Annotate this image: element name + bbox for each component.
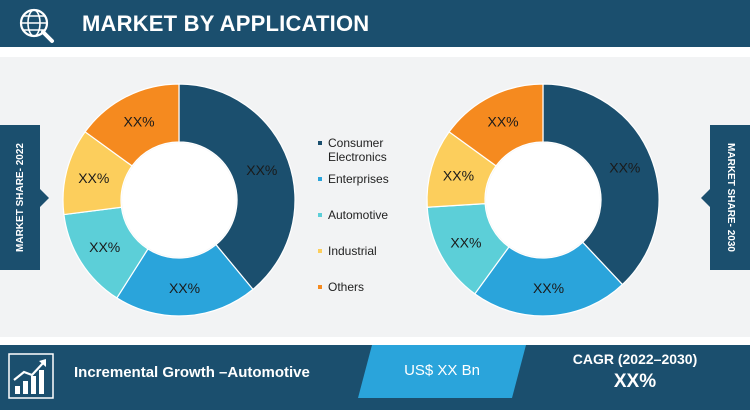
- tab-arrow-left: [40, 189, 49, 207]
- donut-2-label-others: XX%: [487, 114, 518, 130]
- growth-chart-icon: [8, 353, 54, 399]
- legend-swatch: [318, 285, 322, 289]
- donut-1-slice-consumer-electronics: [178, 83, 296, 291]
- value-text: US$ XX Bn: [404, 362, 480, 379]
- market-share-2022-tab: MARKET SHARE- 2022: [0, 125, 40, 270]
- legend-item: Automotive: [318, 208, 388, 222]
- donut-1-label-enterprises: XX%: [169, 280, 200, 296]
- cagr-value: XX%: [613, 371, 657, 392]
- donut-1-slice-enterprises: [116, 243, 254, 317]
- legend-item: Industrial: [318, 244, 377, 258]
- footer: Incremental Growth –Automotive US$ XX Bn…: [0, 345, 750, 410]
- legend-swatch: [318, 177, 322, 181]
- donut-1-label-others: XX%: [123, 114, 154, 130]
- donut-1-center: [122, 143, 236, 257]
- legend-item: Enterprises: [318, 172, 389, 186]
- legend-label: Industrial: [328, 244, 377, 258]
- globe-search-icon: [8, 3, 64, 47]
- legend-label: Consumer Electronics: [328, 136, 387, 164]
- value-box: US$ XX Bn: [358, 345, 526, 398]
- donut-2-slice-consumer-electronics: [542, 83, 660, 286]
- page-title: MARKET BY APPLICATION: [82, 11, 370, 36]
- legend-swatch: [318, 249, 322, 253]
- donut-1-label-automotive: XX%: [89, 239, 120, 255]
- market-share-2030-tab: MARKET SHARE- 2030: [710, 125, 750, 270]
- incremental-growth-text: Incremental Growth –Automotive: [74, 364, 310, 381]
- donut-2-label-industrial: XX%: [443, 167, 474, 183]
- donut-2-slice-enterprises: [473, 241, 624, 317]
- donut-2-label-automotive: XX%: [450, 234, 481, 250]
- donut-2-label-enterprises: XX%: [533, 280, 564, 296]
- donut-2-slice-others: [448, 83, 544, 167]
- donut-1-label-industrial: XX%: [78, 170, 109, 186]
- legend-swatch: [318, 141, 322, 145]
- header: MARKET BY APPLICATION: [0, 0, 750, 50]
- donut-2-label-consumer-electronics: XX%: [609, 160, 640, 176]
- header-bar: MARKET BY APPLICATION: [0, 0, 750, 47]
- legend-label: Others: [328, 280, 365, 294]
- legend-label: Automotive: [328, 208, 389, 222]
- donut-2-center: [486, 143, 600, 257]
- legend-item: Others: [318, 280, 364, 294]
- donut-1-slice-others: [84, 83, 180, 167]
- tab-arrow-right: [701, 189, 710, 207]
- cagr-label: CAGR (2022–2030): [572, 351, 698, 367]
- legend-swatch: [318, 213, 322, 217]
- donut-1-label-consumer-electronics: XX%: [246, 162, 277, 178]
- legend-label: Enterprises: [328, 172, 389, 186]
- legend-item: Consumer Electronics: [318, 136, 387, 164]
